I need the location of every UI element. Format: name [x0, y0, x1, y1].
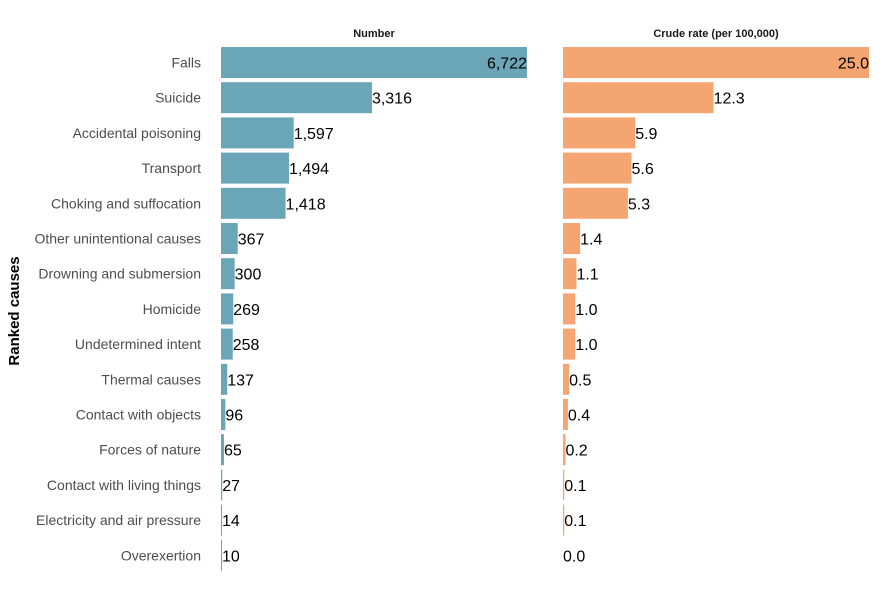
bar-number-overexertion [221, 539, 222, 571]
value-label-crude-rate-per-100-000-accidental-poisoning: 5.9 [635, 126, 657, 143]
bar-number-drowning-and-submersion [221, 258, 235, 290]
value-label-number-homicide: 269 [233, 302, 260, 319]
bar-crude-rate-per-100-000-drowning-and-submersion [563, 258, 577, 290]
value-label-number-suicide: 3,316 [372, 91, 412, 108]
category-label-overexertion: Overexertion [121, 547, 201, 563]
category-label-homicide: Homicide [143, 301, 202, 317]
category-label-suicide: Suicide [155, 90, 201, 106]
value-label-crude-rate-per-100-000-other-unintentional-causes: 1.4 [580, 232, 602, 249]
value-label-crude-rate-per-100-000-contact-with-objects: 0.4 [568, 408, 590, 425]
category-label-contact-with-objects: Contact with objects [76, 407, 201, 423]
bar-crude-rate-per-100-000-contact-with-objects [563, 399, 568, 430]
value-label-number-contact-with-living-things: 27 [222, 478, 240, 495]
bar-crude-rate-per-100-000-forces-of-nature [563, 434, 566, 466]
category-label-forces-of-nature: Forces of nature [99, 442, 201, 458]
bar-crude-rate-per-100-000-transport [563, 152, 632, 184]
bar-number-homicide [221, 293, 234, 325]
bar-crude-rate-per-100-000-homicide [563, 293, 576, 325]
category-label-choking-and-suffocation: Choking and suffocation [51, 195, 201, 211]
value-label-number-overexertion: 10 [222, 548, 240, 565]
bar-number-thermal-causes [221, 363, 228, 395]
y-axis-title: Ranked causes [6, 256, 23, 365]
value-label-crude-rate-per-100-000-thermal-causes: 0.5 [569, 372, 591, 389]
value-label-number-falls: 6,722 [487, 56, 527, 73]
bar-number-falls [221, 47, 527, 78]
bar-crude-rate-per-100-000-contact-with-living-things [563, 469, 565, 501]
bar-crude-rate-per-100-000-falls [563, 47, 869, 78]
category-label-electricity-and-air-pressure: Electricity and air pressure [36, 512, 201, 528]
panel-title-number: Number [353, 28, 395, 40]
bar-crude-rate-per-100-000-suicide [563, 82, 714, 114]
value-label-crude-rate-per-100-000-falls: 25.0 [838, 56, 869, 73]
bar-number-contact-with-objects [221, 399, 226, 430]
category-label-accidental-poisoning: Accidental poisoning [73, 125, 201, 141]
value-label-number-drowning-and-submersion: 300 [235, 267, 262, 284]
value-label-crude-rate-per-100-000-suicide: 12.3 [714, 91, 745, 108]
bar-crude-rate-per-100-000-electricity-and-air-pressure [563, 504, 565, 536]
value-label-number-choking-and-suffocation: 1,418 [286, 196, 326, 213]
value-label-crude-rate-per-100-000-contact-with-living-things: 0.1 [564, 478, 586, 495]
bar-crude-rate-per-100-000-choking-and-suffocation [563, 187, 628, 219]
value-label-crude-rate-per-100-000-forces-of-nature: 0.2 [565, 443, 587, 460]
value-label-number-electricity-and-air-pressure: 14 [222, 513, 240, 530]
value-label-crude-rate-per-100-000-drowning-and-submersion: 1.1 [576, 267, 598, 284]
bar-crude-rate-per-100-000-accidental-poisoning [563, 117, 636, 149]
value-label-number-thermal-causes: 137 [227, 372, 254, 389]
value-label-crude-rate-per-100-000-choking-and-suffocation: 5.3 [628, 196, 650, 213]
bar-crude-rate-per-100-000-thermal-causes [563, 363, 570, 395]
bar-number-accidental-poisoning [221, 117, 294, 149]
value-label-crude-rate-per-100-000-homicide: 1.0 [575, 302, 597, 319]
bar-crude-rate-per-100-000-undetermined-intent [563, 328, 576, 360]
bar-number-suicide [221, 82, 372, 114]
bar-number-contact-with-living-things [221, 469, 223, 501]
value-label-crude-rate-per-100-000-transport: 5.6 [632, 161, 654, 178]
bar-number-other-unintentional-causes [221, 223, 238, 254]
category-label-undetermined-intent: Undetermined intent [75, 336, 201, 352]
panel-number: Number 6,722 3,316 1,597 1,494 1,418 367 300 26… [221, 28, 527, 571]
value-label-number-forces-of-nature: 65 [224, 443, 242, 460]
bar-crude-rate-per-100-000-other-unintentional-causes [563, 223, 581, 254]
value-label-crude-rate-per-100-000-electricity-and-air-pressure: 0.1 [564, 513, 586, 530]
panel-crude-rate: Crude rate (per 100,000) 25.0 12.3 5.9 5.6 5… [563, 28, 869, 565]
bar-number-choking-and-suffocation [221, 187, 286, 219]
category-label-falls: Falls [171, 55, 201, 71]
category-label-contact-with-living-things: Contact with living things [47, 477, 201, 493]
category-label-other-unintentional-causes: Other unintentional causes [34, 231, 201, 247]
category-label-transport: Transport [142, 160, 202, 176]
bar-number-forces-of-nature [221, 434, 224, 466]
category-labels: Falls Suicide Accidental poisoning Transpor… [34, 55, 201, 564]
bar-number-electricity-and-air-pressure [221, 504, 222, 536]
value-label-number-contact-with-objects: 96 [225, 408, 243, 425]
category-label-thermal-causes: Thermal causes [101, 371, 201, 387]
panel-title-crude-rate: Crude rate (per 100,000) [653, 28, 779, 40]
bar-number-undetermined-intent [221, 328, 233, 360]
value-label-crude-rate-per-100-000-undetermined-intent: 1.0 [575, 337, 597, 354]
value-label-number-transport: 1,494 [289, 161, 329, 178]
bar-number-transport [221, 152, 290, 184]
value-label-crude-rate-per-100-000-overexertion: 0.0 [563, 548, 585, 565]
value-label-number-other-unintentional-causes: 367 [238, 232, 265, 249]
value-label-number-undetermined-intent: 258 [233, 337, 260, 354]
category-label-drowning-and-submersion: Drowning and submersion [38, 266, 201, 282]
value-label-number-accidental-poisoning: 1,597 [294, 126, 334, 143]
